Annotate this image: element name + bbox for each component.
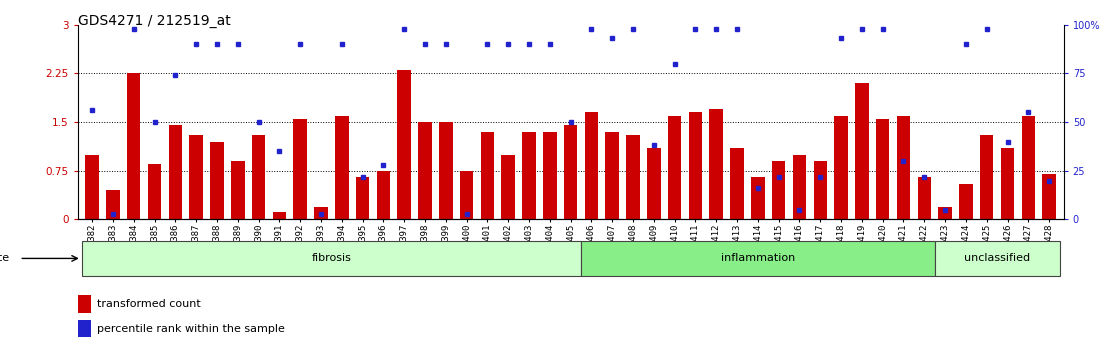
Bar — [85, 155, 99, 219]
Bar — [730, 148, 743, 219]
Bar — [82, 241, 581, 276]
Bar — [398, 70, 411, 219]
Bar — [564, 125, 577, 219]
Bar — [460, 171, 473, 219]
Bar — [876, 119, 890, 219]
Text: percentile rank within the sample: percentile rank within the sample — [98, 324, 285, 334]
Bar — [772, 161, 786, 219]
Bar — [78, 295, 91, 313]
Bar — [335, 116, 349, 219]
Bar — [751, 177, 765, 219]
Text: unclassified: unclassified — [964, 253, 1030, 263]
Bar — [626, 135, 639, 219]
Bar — [647, 148, 660, 219]
Bar — [960, 184, 973, 219]
Bar — [106, 190, 120, 219]
Bar — [522, 132, 536, 219]
Bar — [938, 206, 952, 219]
Bar — [668, 116, 681, 219]
Bar — [1022, 116, 1035, 219]
Bar — [356, 177, 369, 219]
Text: disease state: disease state — [0, 253, 9, 263]
Bar — [935, 241, 1059, 276]
Bar — [230, 161, 245, 219]
Bar — [481, 132, 494, 219]
Text: inflammation: inflammation — [720, 253, 794, 263]
Bar — [315, 206, 328, 219]
Bar — [581, 241, 935, 276]
Text: transformed count: transformed count — [98, 299, 201, 309]
Bar — [294, 119, 307, 219]
Bar — [917, 177, 931, 219]
Bar — [252, 135, 265, 219]
Bar — [147, 164, 162, 219]
Bar — [273, 212, 286, 219]
Bar — [211, 142, 224, 219]
Bar — [709, 109, 724, 219]
Bar — [377, 171, 390, 219]
Bar — [439, 122, 452, 219]
Bar — [979, 135, 994, 219]
Bar — [189, 135, 203, 219]
Bar — [855, 83, 869, 219]
Bar — [127, 73, 141, 219]
Bar — [543, 132, 556, 219]
Bar — [168, 125, 182, 219]
Bar — [1043, 174, 1056, 219]
Text: GDS4271 / 212519_at: GDS4271 / 212519_at — [78, 14, 230, 28]
Bar — [418, 122, 432, 219]
Bar — [896, 116, 911, 219]
Text: fibrosis: fibrosis — [311, 253, 351, 263]
Bar — [585, 113, 598, 219]
Bar — [792, 155, 807, 219]
Bar — [813, 161, 827, 219]
Bar — [1001, 148, 1014, 219]
Bar — [78, 320, 91, 337]
Bar — [689, 113, 702, 219]
Bar — [502, 155, 515, 219]
Bar — [834, 116, 848, 219]
Bar — [605, 132, 619, 219]
